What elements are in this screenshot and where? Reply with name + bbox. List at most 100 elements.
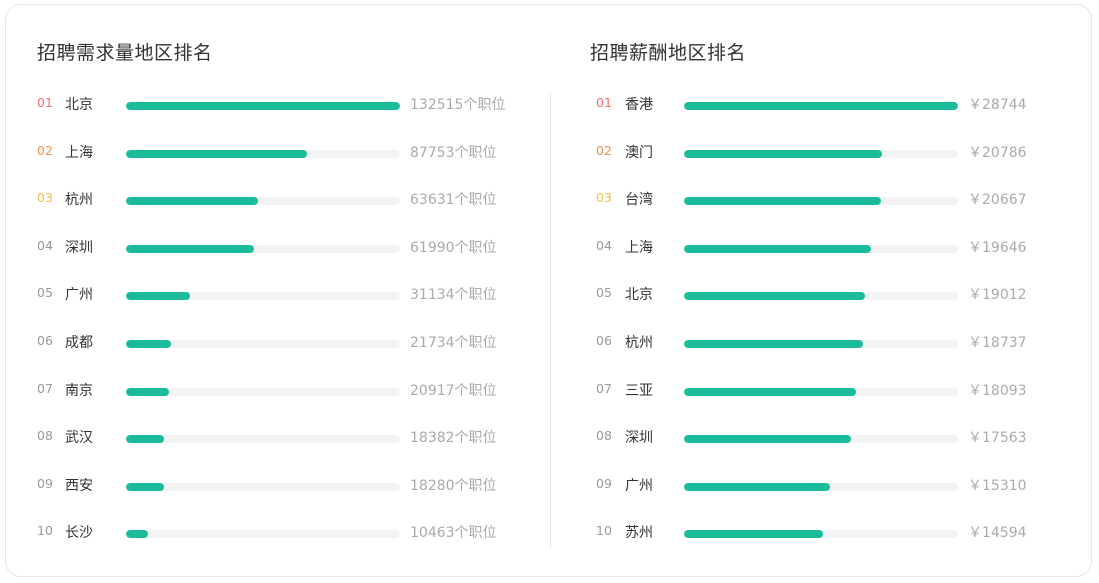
bar-fill xyxy=(684,149,883,158)
value-label: 87753个职位 xyxy=(410,144,497,161)
bar-fill xyxy=(684,435,852,444)
ranking-row: 06 杭州 ￥18737 xyxy=(559,331,1093,355)
city-label: 三亚 xyxy=(625,382,653,399)
bar-track xyxy=(684,387,958,396)
bar-fill xyxy=(126,387,170,396)
bar-fill xyxy=(126,244,255,253)
value-label: 31134个职位 xyxy=(410,287,497,304)
ranking-row: 10 长沙 10463个职位 xyxy=(6,521,551,545)
bar-track xyxy=(126,435,400,444)
ranking-row: 02 澳门 ￥20786 xyxy=(559,141,1093,165)
demand-ranking-panel: 招聘需求量地区排名 01 北京 132515个职位 02 上海 87753个职位 03 杭州 6… xyxy=(6,5,551,576)
value-label: 63631个职位 xyxy=(410,192,497,209)
ranking-row: 08 深圳 ￥17563 xyxy=(559,426,1093,450)
ranking-row: 04 深圳 61990个职位 xyxy=(6,236,551,260)
ranking-row: 05 北京 ￥19012 xyxy=(559,283,1093,307)
value-label: ￥17563 xyxy=(968,430,1027,447)
bar-track xyxy=(684,197,958,206)
bar-fill xyxy=(684,102,958,110)
demand-ranking-title: 招聘需求量地区排名 xyxy=(37,42,213,64)
ranking-row: 06 成都 21734个职位 xyxy=(6,331,551,355)
rank-number: 10 xyxy=(596,523,612,539)
rank-number: 09 xyxy=(37,475,53,491)
city-label: 南京 xyxy=(65,382,93,399)
bar-track xyxy=(684,435,958,444)
rank-number: 06 xyxy=(596,333,612,348)
rank-number: 02 xyxy=(596,142,612,158)
bar-track xyxy=(126,387,400,396)
value-label: ￥19646 xyxy=(968,239,1027,256)
bar-track xyxy=(684,482,958,491)
ranking-row: 10 苏州 ￥14594 xyxy=(559,521,1093,545)
ranking-row: 09 西安 18280个职位 xyxy=(6,474,551,498)
value-label: ￥15310 xyxy=(968,477,1027,494)
rank-number: 10 xyxy=(37,523,53,539)
rank-number: 08 xyxy=(37,428,53,444)
ranking-row: 05 广州 31134个职位 xyxy=(6,283,551,307)
city-label: 成都 xyxy=(65,335,93,351)
bar-fill xyxy=(126,530,148,539)
bar-fill xyxy=(126,340,171,348)
rank-number: 03 xyxy=(37,190,53,206)
bar-fill xyxy=(126,435,164,444)
rank-number: 05 xyxy=(596,285,612,301)
ranking-row: 04 上海 ￥19646 xyxy=(559,236,1093,260)
value-label: ￥14594 xyxy=(968,525,1027,542)
bar-fill xyxy=(684,197,881,206)
ranking-row: 08 武汉 18382个职位 xyxy=(6,426,551,450)
rank-number: 04 xyxy=(596,237,612,253)
value-label: ￥18093 xyxy=(968,382,1027,399)
rank-number: 06 xyxy=(37,333,53,348)
bar-track xyxy=(126,197,400,206)
bar-fill xyxy=(684,244,872,253)
ranking-row: 02 上海 87753个职位 xyxy=(6,141,551,165)
value-label: 18382个职位 xyxy=(410,430,497,447)
city-label: 杭州 xyxy=(625,335,653,351)
panel-divider xyxy=(550,93,551,549)
city-label: 西安 xyxy=(65,477,93,494)
value-label: ￥20667 xyxy=(968,192,1027,209)
value-label: ￥20786 xyxy=(968,144,1027,161)
bar-track xyxy=(684,530,958,539)
bar-track xyxy=(684,102,958,110)
city-label: 台湾 xyxy=(625,192,653,209)
value-label: ￥19012 xyxy=(968,287,1027,304)
bar-fill xyxy=(126,197,258,206)
ranking-row: 01 北京 132515个职位 xyxy=(6,93,551,117)
value-label: 20917个职位 xyxy=(410,382,497,399)
value-label: 21734个职位 xyxy=(410,335,497,351)
rank-number: 05 xyxy=(37,285,53,301)
rank-number: 01 xyxy=(596,95,612,110)
bar-fill xyxy=(126,482,164,491)
city-label: 广州 xyxy=(65,287,93,304)
ranking-row: 07 南京 20917个职位 xyxy=(6,379,551,403)
city-label: 北京 xyxy=(65,97,93,113)
ranking-row: 01 香港 ￥28744 xyxy=(559,93,1093,117)
bar-fill xyxy=(126,149,308,158)
bar-track xyxy=(126,149,400,158)
value-label: 132515个职位 xyxy=(410,97,506,113)
value-label: 18280个职位 xyxy=(410,477,497,494)
ranking-row: 03 台湾 ￥20667 xyxy=(559,188,1093,212)
bar-track xyxy=(684,340,958,348)
bar-track xyxy=(126,102,400,110)
city-label: 深圳 xyxy=(625,430,653,447)
city-label: 香港 xyxy=(625,97,653,113)
rank-number: 08 xyxy=(596,428,612,444)
bar-track xyxy=(126,292,400,301)
rank-number: 07 xyxy=(37,380,53,396)
city-label: 苏州 xyxy=(625,525,653,542)
bar-track xyxy=(684,292,958,301)
value-label: 10463个职位 xyxy=(410,525,497,542)
city-label: 上海 xyxy=(625,239,653,256)
value-label: ￥28744 xyxy=(968,97,1027,113)
bar-fill xyxy=(126,292,191,301)
bar-track xyxy=(126,482,400,491)
bar-fill xyxy=(684,340,863,348)
rank-number: 04 xyxy=(37,237,53,253)
bar-fill xyxy=(126,102,400,110)
bar-track xyxy=(126,244,400,253)
demand-ranking-rows: 01 北京 132515个职位 02 上海 87753个职位 03 杭州 63631个职位 04 深… xyxy=(6,5,551,576)
ranking-card: 招聘需求量地区排名 01 北京 132515个职位 02 上海 87753个职位 03 杭州 6… xyxy=(5,4,1092,577)
salary-ranking-rows: 01 香港 ￥28744 02 澳门 ￥20786 03 台湾 ￥20667 04 上海 ￥19646… xyxy=(559,5,1093,576)
